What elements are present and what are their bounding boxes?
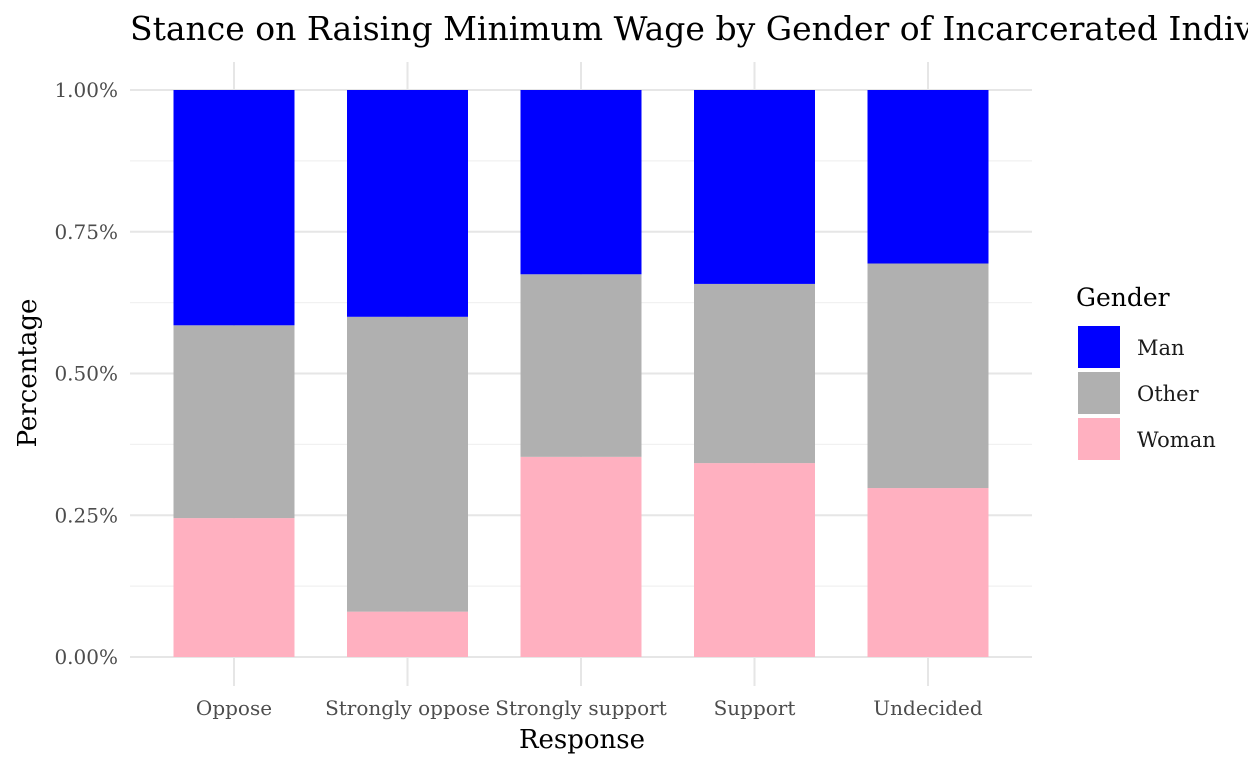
x-axis-title: Response xyxy=(519,725,645,755)
legend-label-woman: Woman xyxy=(1137,428,1216,452)
x-tick-label: Strongly oppose xyxy=(325,696,490,720)
x-tick-label: Undecided xyxy=(873,696,983,720)
bar-man-support xyxy=(694,90,815,284)
legend: Gender Man Other Woman xyxy=(1076,283,1216,460)
bar-woman-strongly-oppose xyxy=(347,611,468,657)
bar-woman-oppose xyxy=(173,518,295,657)
legend-key-woman xyxy=(1078,418,1120,460)
x-tick-label: Support xyxy=(714,696,796,720)
bar-woman-support xyxy=(694,463,815,657)
bar-man-undecided xyxy=(867,90,989,264)
x-axis-ticks: Oppose Strongly oppose Strongly support Sup… xyxy=(196,696,983,720)
y-tick-label: 1.00% xyxy=(54,78,118,102)
bar-other-oppose xyxy=(173,325,295,519)
bar-man-oppose xyxy=(173,90,295,326)
bar-other-strongly-oppose xyxy=(347,316,468,612)
bar-woman-undecided xyxy=(867,488,989,657)
y-tick-label: 0.50% xyxy=(54,362,118,386)
y-tick-label: 0.00% xyxy=(54,645,118,669)
legend-label-other: Other xyxy=(1137,382,1200,406)
bar-woman-strongly-support xyxy=(520,456,642,657)
y-tick-label: 0.75% xyxy=(54,220,118,244)
bar-other-support xyxy=(694,283,815,464)
legend-key-other xyxy=(1078,372,1120,414)
y-tick-label: 0.25% xyxy=(54,503,118,527)
bar-other-strongly-support xyxy=(520,274,642,457)
bar-stacks xyxy=(173,90,989,657)
legend-title: Gender xyxy=(1076,283,1170,312)
y-axis-ticks: 0.00% 0.25% 0.50% 0.75% 1.00% xyxy=(54,78,118,669)
x-tick-label: Oppose xyxy=(196,696,272,720)
y-axis-title: Percentage xyxy=(13,299,43,448)
legend-label-man: Man xyxy=(1137,336,1185,360)
x-tick-label: Strongly support xyxy=(495,696,666,720)
bar-man-strongly-support xyxy=(520,90,642,275)
bar-other-undecided xyxy=(867,263,989,489)
legend-key-man xyxy=(1078,326,1120,368)
chart-title: Stance on Raising Minimum Wage by Gender… xyxy=(130,9,1248,48)
bar-man-strongly-oppose xyxy=(347,90,468,317)
